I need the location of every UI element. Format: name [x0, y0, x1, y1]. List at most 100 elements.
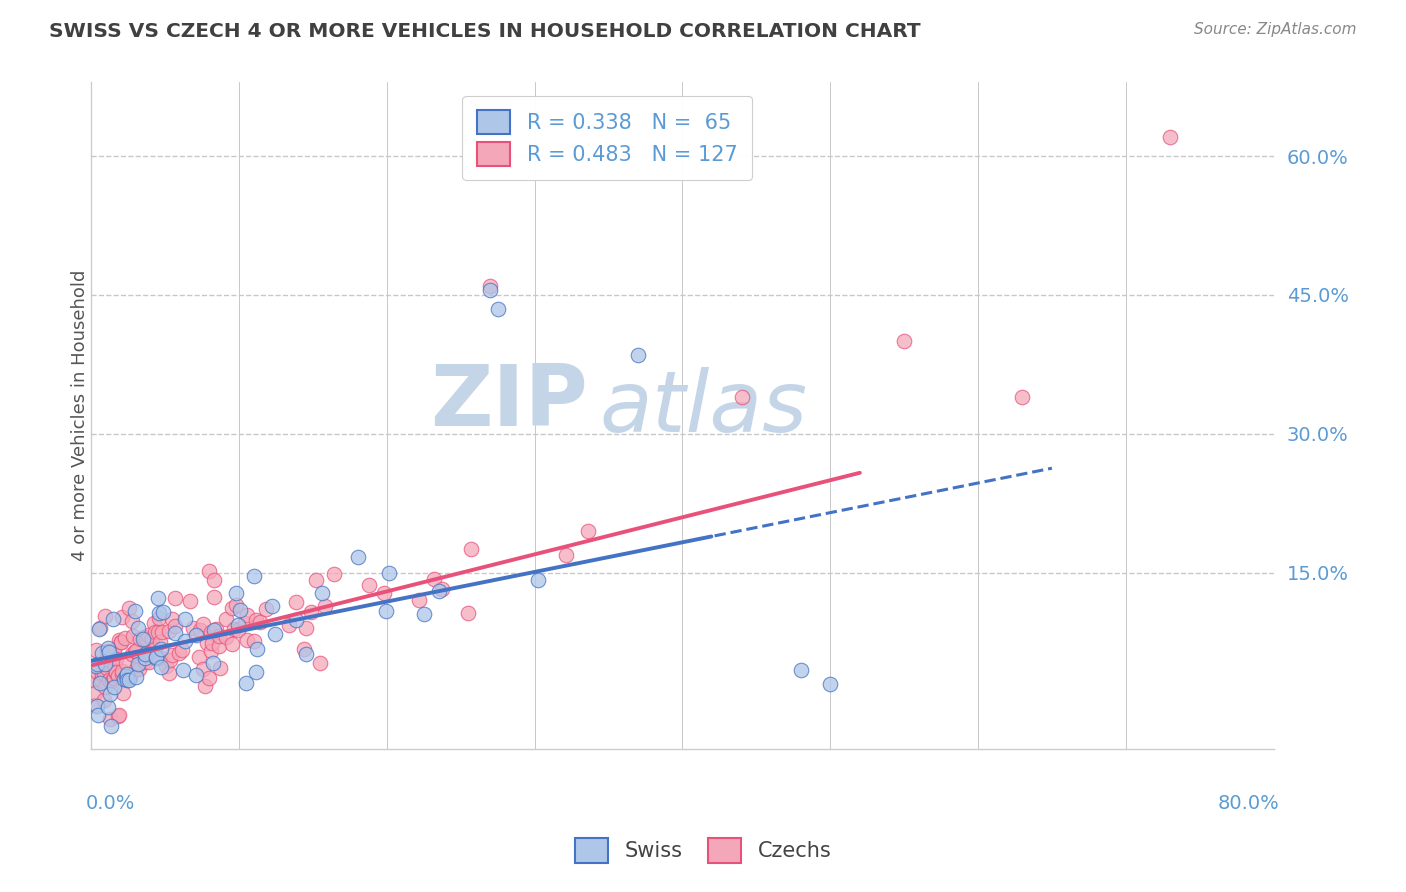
Point	[117, 673, 139, 688]
Point	[377, 566, 399, 581]
Point	[104, 652, 127, 666]
Text: 0.0%: 0.0%	[86, 794, 135, 814]
Point	[191, 617, 214, 632]
Point	[157, 666, 180, 681]
Point	[243, 568, 266, 582]
Point	[84, 686, 107, 700]
Point	[208, 640, 231, 654]
Point	[295, 621, 318, 635]
Point	[526, 574, 548, 588]
Point	[94, 609, 117, 624]
Point	[87, 707, 110, 722]
Point	[127, 621, 149, 635]
Point	[111, 667, 134, 681]
Point	[578, 524, 600, 539]
Text: atlas: atlas	[600, 368, 807, 450]
Point	[412, 607, 434, 621]
Point	[174, 612, 197, 626]
Point	[110, 634, 132, 648]
Point	[136, 628, 159, 642]
Point	[127, 657, 149, 671]
Point	[186, 668, 208, 682]
Point	[84, 659, 107, 673]
Point	[1011, 390, 1033, 404]
Point	[236, 607, 259, 622]
Point	[143, 615, 166, 630]
Point	[84, 642, 107, 657]
Point	[103, 612, 125, 626]
Point	[107, 708, 129, 723]
Point	[208, 629, 231, 643]
Point	[200, 625, 222, 640]
Point	[285, 613, 308, 627]
Point	[233, 616, 256, 631]
Point	[110, 634, 132, 648]
Point	[789, 663, 811, 677]
Point	[209, 660, 232, 674]
Point	[103, 671, 125, 685]
Text: ZIP: ZIP	[430, 360, 588, 443]
Point	[373, 586, 395, 600]
Point	[221, 637, 243, 651]
Point	[98, 687, 121, 701]
Point	[165, 619, 187, 633]
Point	[96, 644, 118, 658]
Point	[479, 278, 502, 293]
Point	[323, 567, 346, 582]
Point	[108, 633, 131, 648]
Point	[107, 669, 129, 683]
Point	[124, 644, 146, 658]
Point	[101, 645, 124, 659]
Point	[86, 657, 108, 672]
Point	[179, 594, 201, 608]
Point	[103, 643, 125, 657]
Point	[90, 673, 112, 687]
Point	[124, 661, 146, 675]
Point	[198, 671, 221, 685]
Point	[427, 584, 450, 599]
Point	[235, 632, 257, 647]
Point	[226, 624, 249, 638]
Point	[100, 718, 122, 732]
Legend: R = 0.338   N =  65, R = 0.483   N = 127: R = 0.338 N = 65, R = 0.483 N = 127	[463, 95, 752, 180]
Point	[159, 653, 181, 667]
Point	[730, 390, 752, 404]
Point	[97, 657, 120, 671]
Point	[163, 626, 186, 640]
Point	[160, 648, 183, 662]
Point	[215, 630, 238, 644]
Point	[173, 634, 195, 648]
Point	[111, 664, 134, 678]
Point	[115, 666, 138, 681]
Point	[245, 613, 267, 627]
Point	[221, 600, 243, 615]
Point	[172, 643, 194, 657]
Point	[194, 679, 217, 693]
Point	[98, 648, 121, 663]
Point	[124, 670, 146, 684]
Point	[229, 603, 252, 617]
Point	[197, 564, 219, 578]
Point	[145, 650, 167, 665]
Point	[141, 648, 163, 662]
Point	[107, 709, 129, 723]
Point	[135, 632, 157, 647]
Point	[181, 621, 204, 635]
Y-axis label: 4 or more Vehicles in Household: 4 or more Vehicles in Household	[72, 269, 89, 561]
Point	[132, 632, 155, 646]
Point	[121, 647, 143, 661]
Point	[299, 605, 322, 619]
Point	[457, 606, 479, 620]
Point	[97, 700, 120, 714]
Point	[893, 334, 915, 349]
Point	[243, 634, 266, 648]
Point	[226, 617, 249, 632]
Point	[89, 622, 111, 636]
Point	[138, 646, 160, 660]
Point	[96, 661, 118, 675]
Point	[201, 657, 224, 671]
Point	[292, 642, 315, 657]
Point	[89, 676, 111, 690]
Point	[134, 650, 156, 665]
Point	[97, 641, 120, 656]
